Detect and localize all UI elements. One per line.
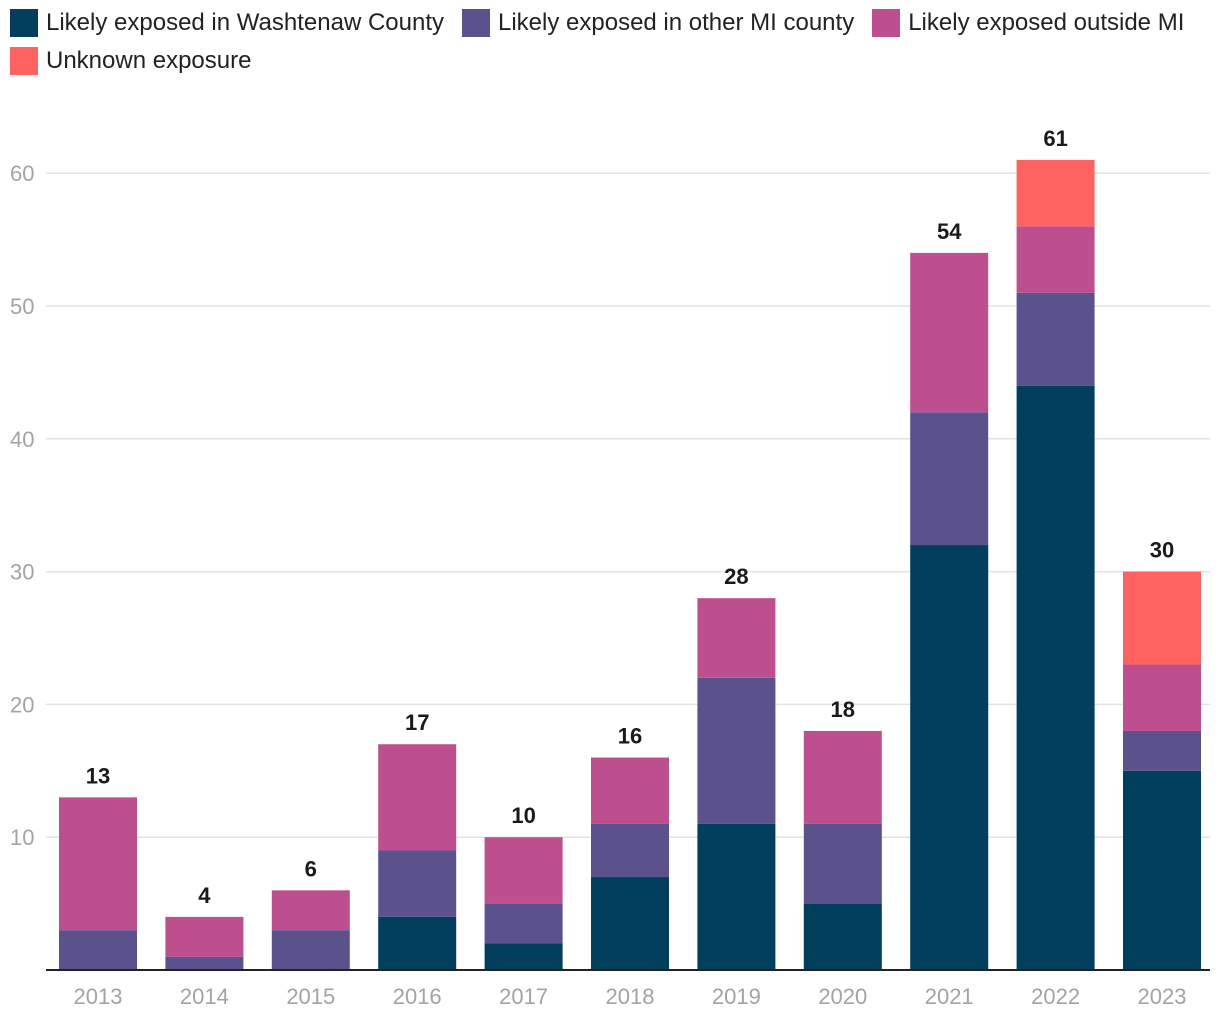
x-tick-label: 2015 <box>286 984 335 1009</box>
y-tick-label: 50 <box>10 294 34 319</box>
legend-swatch <box>872 9 901 37</box>
bar-segment <box>59 797 137 931</box>
bar-segment <box>697 598 776 678</box>
y-tick-label: 30 <box>10 560 34 585</box>
bar-segment <box>378 916 457 970</box>
x-tick-label: 2023 <box>1138 984 1187 1009</box>
x-tick-label: 2017 <box>499 984 548 1009</box>
x-tick-label: 2020 <box>818 984 867 1009</box>
legend-swatch <box>10 47 38 75</box>
bar-segment <box>1016 385 1095 970</box>
legend-label: Likely exposed in other MI county <box>498 9 855 36</box>
bar-total-label: 13 <box>86 763 110 788</box>
bar-segment <box>910 545 989 970</box>
x-tick-label: 2022 <box>1031 984 1080 1009</box>
x-tick-label: 2018 <box>606 984 655 1009</box>
x-tick-label: 2014 <box>180 984 229 1009</box>
bar-segment <box>591 823 669 878</box>
legend-label: Unknown exposure <box>46 47 252 74</box>
bar-segment <box>1016 226 1095 293</box>
x-tick-label: 2013 <box>74 984 123 1009</box>
bar-segment <box>1016 292 1095 386</box>
bar-total-label: 30 <box>1150 538 1174 563</box>
y-tick-label: 10 <box>10 825 34 850</box>
legend-swatch <box>462 9 490 37</box>
bar-segment <box>803 730 882 824</box>
bar-segment <box>484 837 563 904</box>
legend: Likely exposed in Washtenaw County Likely… <box>10 8 1210 76</box>
bar-segment <box>1123 664 1201 731</box>
bar-segment <box>1123 730 1201 771</box>
bar-total-label: 18 <box>831 697 855 722</box>
bar-segment <box>591 877 669 970</box>
bar-total-label: 10 <box>511 803 535 828</box>
bars <box>59 159 1201 970</box>
bar-segment <box>1123 770 1201 970</box>
legend-label: Likely exposed outside MI <box>908 9 1185 36</box>
bar-total-label: 61 <box>1043 126 1067 151</box>
legend-item: Likely exposed outside MI <box>872 8 1184 38</box>
y-tick-label: 60 <box>10 161 34 186</box>
bar-segment <box>803 823 882 904</box>
legend-item: Unknown exposure <box>10 46 251 76</box>
bar-segment <box>1123 571 1201 665</box>
bar-segment <box>803 903 882 970</box>
axes: 10 20 30 40 50 60 2013 2014 2015 2016 2017 2018 2019… <box>10 161 1210 1009</box>
bar-segment <box>591 757 669 824</box>
legend-swatch <box>10 9 38 37</box>
legend-item: Likely exposed in Washtenaw County <box>10 8 444 38</box>
bar-segment <box>697 677 776 824</box>
bar-segment <box>271 930 350 970</box>
legend-item: Likely exposed in other MI county <box>462 8 854 38</box>
bar-segment <box>59 930 137 970</box>
y-tick-label: 40 <box>10 427 34 452</box>
data-labels: 13 4 6 17 10 16 28 18 54 61 30 <box>86 126 1174 908</box>
bar-segment <box>378 744 457 851</box>
bar-segment <box>484 943 563 970</box>
bar-total-label: 4 <box>198 883 211 908</box>
bar-segment <box>697 823 776 970</box>
bar-segment <box>484 903 563 944</box>
bar-segment <box>1016 159 1095 227</box>
bar-total-label: 17 <box>405 710 429 735</box>
bar-total-label: 28 <box>724 564 748 589</box>
bar-segment <box>165 956 244 970</box>
bar-segment <box>910 252 989 413</box>
x-tick-label: 2019 <box>712 984 761 1009</box>
bar-total-label: 6 <box>305 856 317 881</box>
bar-total-label: 54 <box>937 219 962 244</box>
bar-total-label: 16 <box>618 724 642 749</box>
bar-segment <box>165 916 244 957</box>
x-tick-label: 2016 <box>393 984 442 1009</box>
x-tick-label: 2021 <box>925 984 974 1009</box>
bar-segment <box>910 412 989 546</box>
legend-label: Likely exposed in Washtenaw County <box>46 9 444 36</box>
bar-segment <box>271 890 350 931</box>
y-tick-label: 20 <box>10 692 34 717</box>
bar-segment <box>378 850 457 917</box>
